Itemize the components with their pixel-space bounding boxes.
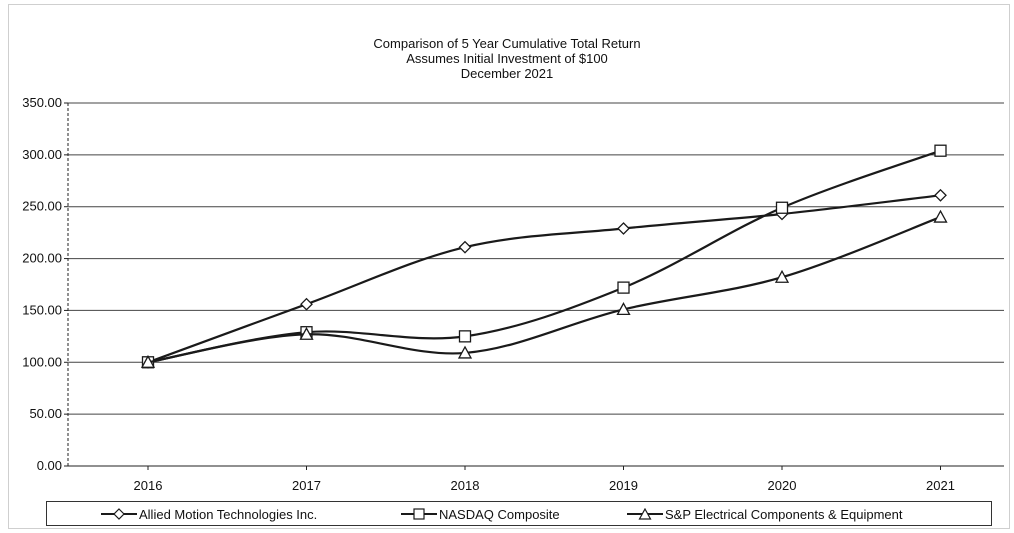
x-tick-label-2019: 2019: [609, 478, 638, 493]
x-tick-labels: 2016 2017 2018 2019 2020 2021: [134, 478, 955, 493]
point-nasdaq-2019: [617, 281, 630, 294]
point-sp-electrical-2017: [299, 326, 314, 340]
series-group: [140, 144, 948, 369]
y-tick-label-2: 100.00: [22, 354, 62, 369]
point-sp-electrical-2016: [140, 354, 156, 368]
series-line-sp-electrical: [147, 216, 941, 364]
point-allied-2018: [458, 240, 472, 254]
point-nasdaq-2021: [934, 144, 947, 157]
chart-subtitle-2: December 2021: [460, 66, 554, 81]
point-allied-2021: [934, 188, 947, 202]
point-nasdaq-2018: [458, 330, 472, 343]
y-tick-label-5: 250.00: [22, 199, 62, 214]
x-tick-label-2018: 2018: [451, 478, 480, 493]
chart-frame: [8, 4, 1010, 529]
point-sp-electrical-2019: [616, 302, 631, 316]
legend-label-sp-electrical: S&P Electrical Components & Equipment: [665, 506, 903, 522]
point-allied-2019: [617, 222, 630, 235]
axes: [64, 102, 1004, 470]
point-nasdaq-2020: [775, 201, 789, 214]
legend-label-nasdaq: NASDAQ Composite: [439, 506, 560, 522]
legend: Allied Motion Technologies Inc. NASDAQ C…: [46, 501, 992, 526]
point-allied-2017: [300, 297, 313, 311]
legend-symbol-diamond: [101, 508, 137, 520]
point-sp-electrical-2021: [933, 209, 948, 223]
series-line-allied: [147, 194, 941, 364]
series-line-nasdaq: [147, 149, 941, 364]
chart-subtitle-1: Assumes Initial Investment of $100: [406, 51, 608, 66]
legend-item-allied: Allied Motion Technologies Inc.: [101, 506, 317, 522]
legend-label-allied: Allied Motion Technologies Inc.: [139, 506, 318, 522]
legend-item-sp-electrical: S&P Electrical Components & Equipment: [627, 506, 903, 522]
line-chart: 0.00 50.00 100.00 150.00 200.00 250.00 300.00 3…: [22, 95, 1004, 493]
y-tick-label-4: 200.00: [22, 251, 62, 266]
y-tick-label-3: 150.00: [22, 302, 62, 317]
x-tick-label-2016: 2016: [134, 478, 163, 493]
gridlines: [68, 102, 1004, 415]
legend-symbol-triangle: [627, 508, 663, 520]
legend-item-nasdaq: NASDAQ Composite: [401, 506, 560, 522]
point-sp-electrical-2018: [457, 345, 473, 359]
y-tick-label-7: 350.00: [22, 95, 62, 110]
y-tick-label-0: 0.00: [37, 458, 62, 473]
x-tick-label-2017: 2017: [292, 478, 321, 493]
y-tick-label-6: 300.00: [22, 147, 62, 162]
legend-symbol-square: [401, 508, 437, 520]
y-tick-label-1: 50.00: [29, 406, 62, 421]
chart-title: Comparison of 5 Year Cumulative Total Re…: [373, 36, 641, 51]
y-tick-labels: 0.00 50.00 100.00 150.00 200.00 250.00 300.00 3…: [22, 95, 62, 473]
x-tick-label-2020: 2020: [768, 478, 797, 493]
point-sp-electrical-2020: [774, 269, 790, 283]
x-tick-label-2021: 2021: [926, 478, 955, 493]
